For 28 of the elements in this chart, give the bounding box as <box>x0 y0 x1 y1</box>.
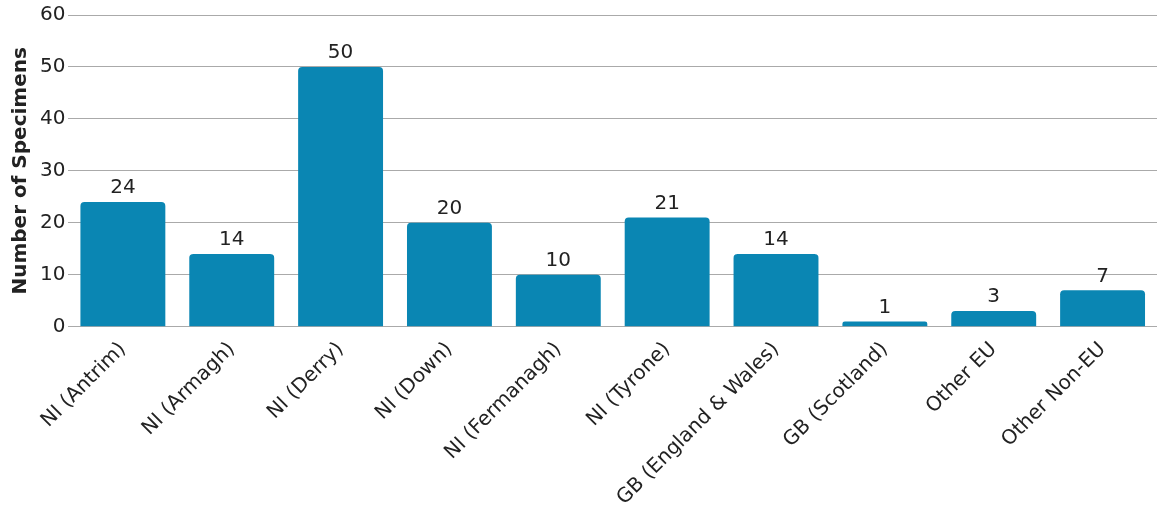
y-axis-title: Number of Specimens <box>7 47 32 295</box>
y-tick-label: 40 <box>40 105 66 130</box>
bar <box>189 253 275 327</box>
y-tick-label: 30 <box>40 157 66 182</box>
data-label: 20 <box>436 194 463 219</box>
data-label: 14 <box>219 226 245 251</box>
y-tick-label: 10 <box>40 260 66 285</box>
bar <box>733 253 819 327</box>
data-label: 10 <box>545 246 572 271</box>
data-label: 50 <box>327 39 354 64</box>
data-label: 14 <box>763 226 789 251</box>
data-label: 7 <box>1096 262 1109 287</box>
bar <box>298 66 384 327</box>
bar <box>951 311 1037 327</box>
bar <box>515 274 601 327</box>
y-tick-label: 0 <box>52 312 66 337</box>
data-label: 24 <box>110 174 136 199</box>
y-tick-label: 60 <box>40 1 66 26</box>
data-label: 3 <box>987 283 1001 308</box>
data-label: 1 <box>878 293 892 318</box>
y-tick-label: 50 <box>40 53 66 78</box>
bar <box>842 321 928 327</box>
bar <box>406 222 492 327</box>
bar <box>624 217 710 327</box>
bar <box>1060 290 1146 327</box>
bar <box>80 202 166 327</box>
y-tick-label: 20 <box>40 208 66 233</box>
data-label: 21 <box>654 189 680 214</box>
